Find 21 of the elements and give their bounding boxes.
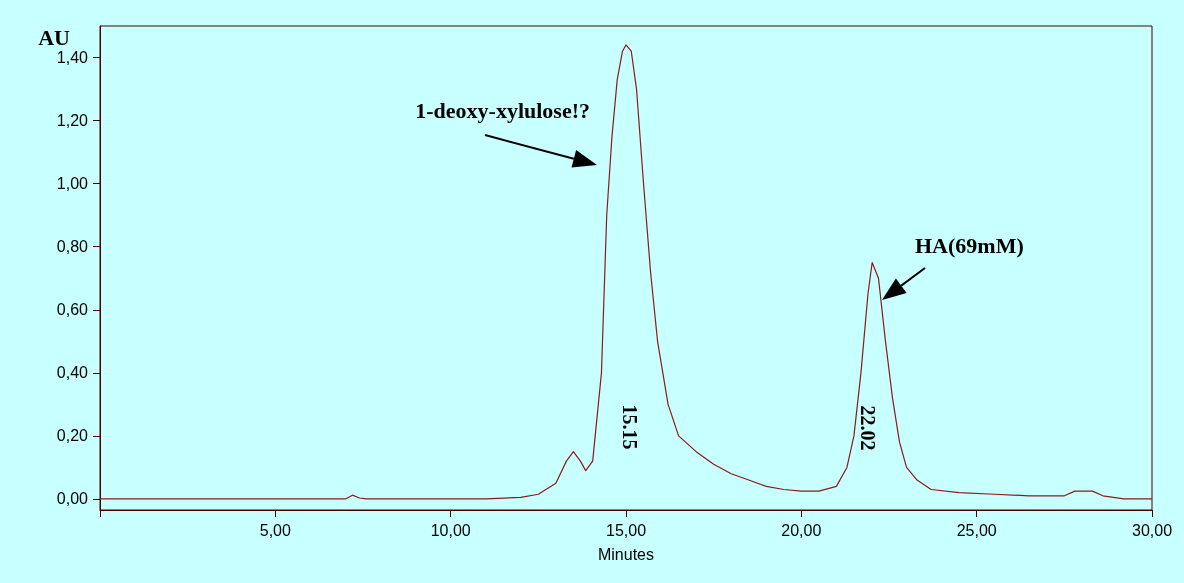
- x-tick-label: 10,00: [430, 521, 471, 539]
- x-tick-label: 20,00: [781, 521, 822, 539]
- annotation: HA(69mM): [915, 232, 1024, 258]
- line-series: [99, 44, 1153, 500]
- y-tick-label: 0,20: [56, 427, 89, 445]
- x-tick-label: 30,00: [1131, 521, 1173, 539]
- y-tick-label: 0,40: [56, 364, 89, 382]
- x-tick-label: 25,00: [956, 521, 997, 539]
- y-tick-label: 1,00: [56, 175, 89, 193]
- x-tick-label: 5,00: [259, 521, 292, 539]
- annotation: 1-deoxy-xylulose!?: [415, 97, 590, 123]
- y-tick-label: 1,20: [56, 112, 89, 130]
- y-tick-label: 1,40: [56, 49, 89, 67]
- annotation: 15.15: [619, 404, 641, 450]
- y-tick-label: 0,80: [56, 238, 89, 256]
- annotation: 22.02: [857, 405, 879, 451]
- y-tick-label: 0,00: [56, 490, 89, 508]
- y-axis-title: AU: [38, 24, 71, 50]
- x-axis-title: Minutes: [597, 545, 655, 563]
- y-tick-label: 0,60: [56, 301, 89, 319]
- x-tick-label: 15,00: [605, 521, 647, 539]
